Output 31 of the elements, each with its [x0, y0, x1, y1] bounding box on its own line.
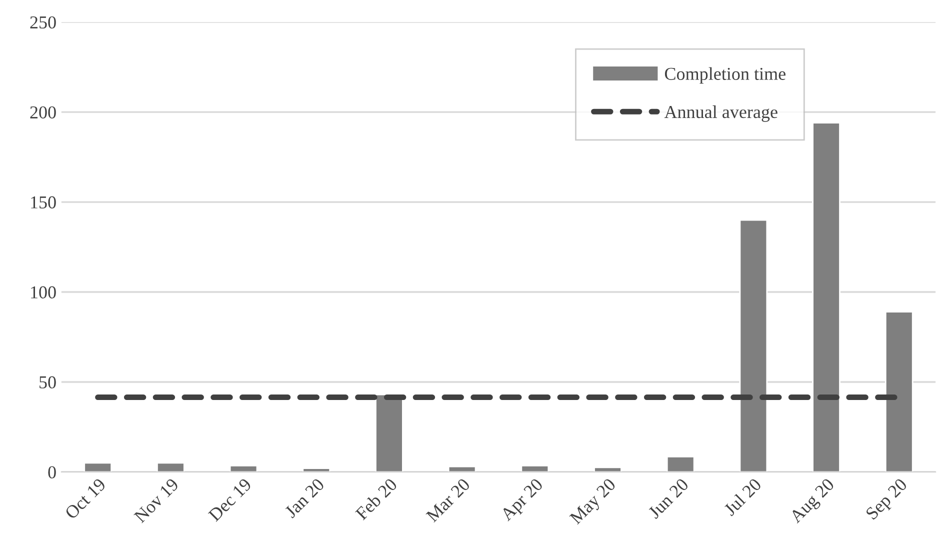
bar	[156, 462, 185, 472]
y-tick-label: 250	[30, 16, 56, 29]
legend-label: Completion time	[664, 67, 786, 84]
bar	[448, 466, 476, 472]
y-tick-label: 100	[31, 286, 56, 298]
bar	[84, 462, 112, 472]
bar	[302, 468, 331, 472]
bar	[375, 394, 404, 472]
bar	[812, 122, 840, 472]
bar	[520, 464, 550, 472]
bar	[666, 456, 695, 472]
bar	[884, 311, 914, 472]
x-tick-label: Nov 19	[134, 478, 180, 524]
x-tick-label: Jul 20	[722, 477, 762, 516]
legend-label: Annual average	[664, 105, 778, 122]
x-tick-label: Sep 20	[865, 478, 910, 523]
x-tick-label: Feb 20	[354, 477, 398, 521]
y-tick-label: 50	[40, 376, 56, 388]
x-tick-label: Oct 19	[64, 478, 106, 520]
x-tick-label: Apr 20	[500, 478, 546, 524]
bar	[229, 464, 258, 472]
y-tick-label: 0	[48, 466, 56, 478]
x-tick-label: Aug 20	[788, 478, 838, 526]
x-tick-label: Mar 20	[426, 478, 471, 523]
y-tick-label: 150	[31, 196, 56, 208]
x-tick-label: Jun 20	[648, 478, 690, 520]
y-tick-label: 200	[30, 106, 56, 118]
x-tick-label: May 20	[569, 478, 619, 528]
bar	[739, 219, 768, 472]
x-tick-label: Dec 19	[208, 478, 252, 522]
x-tick-label: Jan 20	[284, 478, 325, 519]
